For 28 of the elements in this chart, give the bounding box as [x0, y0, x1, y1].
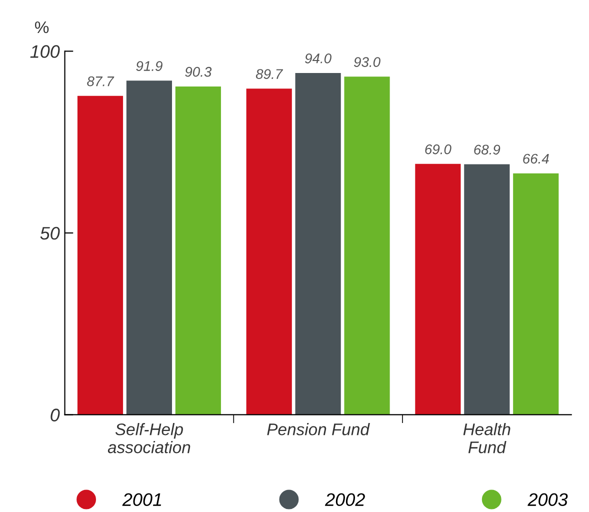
y-axis-title: % [34, 21, 49, 34]
x-tick-label: Health Fund [463, 423, 510, 454]
data-label: 91.9 [136, 61, 162, 71]
data-label: 90.3 [185, 66, 212, 77]
bar [344, 76, 390, 415]
legend-label: 2003 [528, 493, 568, 506]
bar [415, 164, 461, 415]
data-label: 66.4 [523, 154, 549, 164]
data-label: 93.0 [354, 57, 380, 67]
data-label: 94.0 [305, 53, 332, 64]
y-tick-label: 100 [30, 45, 60, 58]
x-tick-label: Self-Help association [108, 423, 190, 454]
data-label: 89.7 [256, 69, 284, 79]
bar [513, 173, 559, 415]
bar [464, 164, 510, 415]
data-label: 69.0 [425, 144, 452, 154]
data-label: 87.7 [87, 76, 114, 86]
legend-label: 2001 [122, 493, 162, 506]
data-label: 68.9 [474, 144, 500, 155]
legend-label: 2002 [324, 493, 365, 506]
bar [295, 73, 341, 415]
bar [246, 88, 292, 415]
y-tick-label: 0 [50, 408, 60, 422]
bar [126, 80, 172, 415]
x-tick-label: Pension Fund [267, 423, 370, 436]
bar [175, 86, 221, 415]
y-tick-label: 50 [40, 226, 60, 240]
bar [77, 96, 124, 415]
